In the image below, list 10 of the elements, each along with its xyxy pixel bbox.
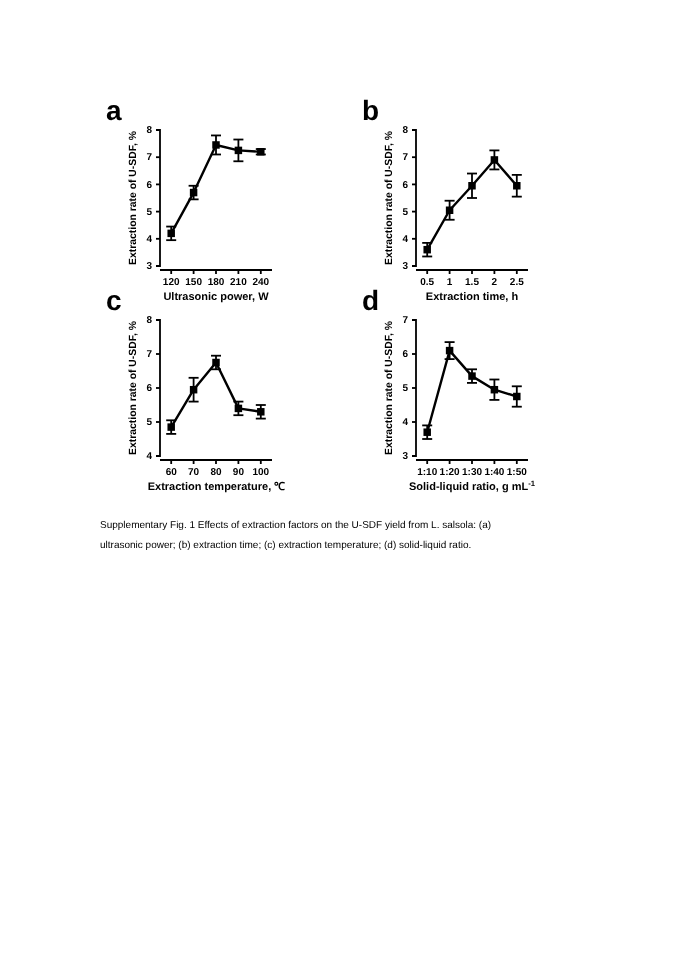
point bbox=[513, 182, 521, 190]
text: a bbox=[106, 94, 122, 126]
point bbox=[445, 206, 454, 214]
text: d bbox=[362, 284, 380, 316]
text: b bbox=[362, 94, 380, 126]
text: c bbox=[106, 284, 122, 316]
point bbox=[212, 141, 220, 149]
point bbox=[468, 182, 476, 190]
point bbox=[513, 392, 521, 401]
point bbox=[490, 156, 499, 164]
